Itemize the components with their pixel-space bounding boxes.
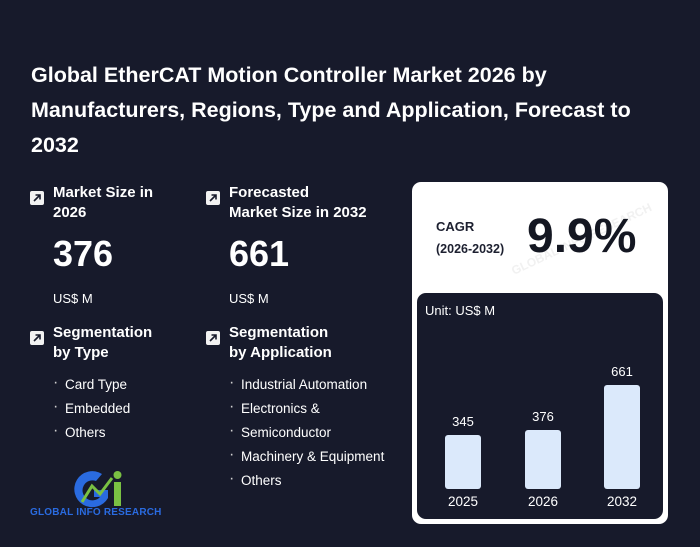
market-size-unit: US$ M bbox=[53, 291, 93, 306]
seg-type-label-line1: Segmentation bbox=[53, 324, 153, 341]
logo-icon bbox=[74, 471, 122, 508]
seg-type-label: Segmentation by Type bbox=[53, 323, 152, 363]
bar-2026 bbox=[525, 430, 561, 489]
list-item: Electronics & bbox=[229, 395, 384, 421]
page-title: Global EtherCAT Motion Controller Market… bbox=[31, 63, 631, 157]
bar-value-label: 345 bbox=[452, 414, 474, 429]
market-size-label-line1: Market Size in bbox=[53, 184, 154, 201]
bar-value-label: 376 bbox=[532, 409, 554, 424]
cagr-value: 9.9% bbox=[527, 210, 637, 263]
list-item: Industrial Automation bbox=[229, 371, 384, 397]
cagr-label: CAGR bbox=[436, 219, 475, 234]
market-size-label: Market Size in 2026 bbox=[53, 183, 153, 223]
seg-app-list: Industrial Automation Electronics & Semi… bbox=[229, 371, 384, 493]
forecast-size-label-line1: Forecasted bbox=[229, 184, 310, 201]
arrow-icon bbox=[30, 331, 44, 345]
list-item: Others bbox=[53, 419, 130, 445]
bar-2032 bbox=[604, 385, 640, 489]
arrow-icon bbox=[206, 191, 220, 205]
seg-type-list: Card Type Embedded Others bbox=[53, 371, 130, 445]
market-size-label-line2: 2026 bbox=[53, 204, 87, 221]
seg-type-label-line2: by Type bbox=[53, 344, 109, 361]
list-item: Card Type bbox=[53, 371, 130, 397]
list-item: Machinery & Equipment bbox=[229, 443, 384, 469]
list-item: Embedded bbox=[53, 395, 130, 421]
forecast-size-label-line2: Market Size in 2032 bbox=[229, 204, 367, 221]
seg-app-label: Segmentation by Application bbox=[229, 323, 332, 363]
arrow-icon bbox=[30, 191, 44, 205]
seg-app-label-line1: Segmentation bbox=[229, 324, 329, 341]
forecast-size-unit: US$ M bbox=[229, 291, 269, 306]
bar-category-label: 2025 bbox=[447, 494, 479, 509]
forecast-size-value: 661 bbox=[229, 233, 290, 274]
arrow-icon bbox=[206, 331, 220, 345]
market-size-value: 376 bbox=[53, 233, 114, 274]
logo-text: GLOBAL INFO RESEARCH bbox=[30, 507, 162, 518]
list-item: Others bbox=[229, 467, 384, 493]
chart-unit-label: Unit: US$ M bbox=[425, 303, 496, 318]
bar-value-label: 661 bbox=[611, 364, 633, 379]
seg-app-label-line2: by Application bbox=[229, 344, 332, 361]
list-item: Semiconductor bbox=[229, 419, 384, 445]
bar-category-label: 2032 bbox=[606, 494, 638, 509]
bar-2025 bbox=[445, 435, 481, 489]
cagr-range: (2026-2032) bbox=[436, 242, 505, 256]
forecast-size-label: Forecasted Market Size in 2032 bbox=[229, 183, 367, 223]
bar-category-label: 2026 bbox=[527, 494, 559, 509]
